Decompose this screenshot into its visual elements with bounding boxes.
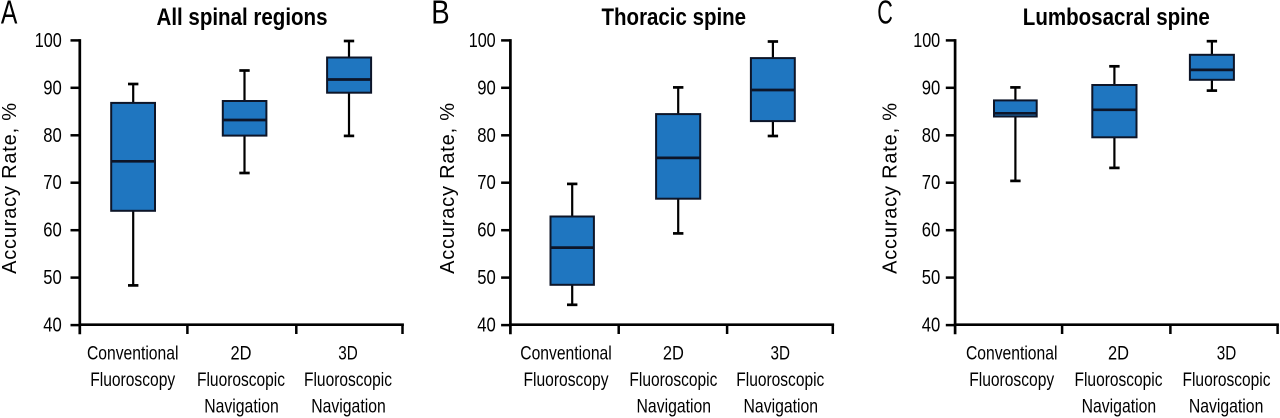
svg-text:Fluoroscopy: Fluoroscopy — [90, 369, 175, 391]
svg-text:60: 60 — [43, 220, 62, 242]
svg-text:Accuracy Rate, %: Accuracy Rate, % — [437, 103, 459, 274]
svg-text:90: 90 — [922, 77, 941, 99]
svg-text:50: 50 — [477, 267, 496, 289]
svg-text:Navigation: Navigation — [637, 396, 712, 418]
svg-text:Conventional: Conventional — [87, 343, 179, 365]
svg-text:C: C — [877, 0, 893, 31]
svg-text:70: 70 — [43, 172, 62, 194]
svg-text:Fluoroscopic: Fluoroscopic — [304, 369, 392, 391]
svg-text:B: B — [431, 0, 449, 31]
svg-text:80: 80 — [922, 125, 941, 147]
svg-text:90: 90 — [477, 77, 496, 99]
svg-text:Navigation: Navigation — [1082, 396, 1157, 418]
svg-text:40: 40 — [922, 315, 941, 337]
svg-text:Navigation: Navigation — [311, 396, 386, 418]
svg-text:Fluoroscopy: Fluoroscopy — [969, 369, 1054, 391]
svg-text:80: 80 — [477, 125, 496, 147]
svg-text:70: 70 — [922, 172, 941, 194]
svg-text:40: 40 — [477, 315, 496, 337]
svg-text:Navigation: Navigation — [204, 396, 279, 418]
svg-text:Conventional: Conventional — [966, 343, 1058, 365]
svg-text:90: 90 — [43, 77, 62, 99]
svg-text:2D: 2D — [1108, 343, 1129, 365]
svg-text:70: 70 — [477, 172, 496, 194]
svg-text:2D: 2D — [663, 343, 684, 365]
svg-text:60: 60 — [477, 220, 496, 242]
svg-text:Thoracic spine: Thoracic spine — [602, 4, 747, 31]
svg-text:Fluoroscopic: Fluoroscopic — [1183, 369, 1271, 391]
svg-text:Fluoroscopy: Fluoroscopy — [524, 369, 609, 391]
svg-text:3D: 3D — [1217, 343, 1237, 365]
svg-text:Navigation: Navigation — [1189, 396, 1264, 418]
svg-text:Navigation: Navigation — [744, 396, 819, 418]
svg-text:100: 100 — [469, 30, 496, 52]
svg-text:3D: 3D — [338, 343, 358, 365]
svg-text:80: 80 — [43, 125, 62, 147]
svg-text:60: 60 — [922, 220, 941, 242]
svg-text:Fluoroscopic: Fluoroscopic — [736, 369, 824, 391]
svg-text:Lumbosacral spine: Lumbosacral spine — [1023, 4, 1210, 31]
svg-text:Conventional: Conventional — [520, 343, 612, 365]
svg-text:Accuracy Rate, %: Accuracy Rate, % — [880, 103, 902, 274]
svg-text:3D: 3D — [771, 343, 791, 365]
svg-text:50: 50 — [43, 267, 62, 289]
svg-text:All spinal regions: All spinal regions — [157, 4, 328, 31]
svg-text:Accuracy Rate, %: Accuracy Rate, % — [0, 103, 21, 274]
svg-text:Fluoroscopic: Fluoroscopic — [629, 369, 717, 391]
svg-text:40: 40 — [43, 315, 62, 337]
svg-text:Fluoroscopic: Fluoroscopic — [1075, 369, 1163, 391]
svg-text:Fluoroscopic: Fluoroscopic — [197, 369, 285, 391]
svg-text:100: 100 — [913, 30, 940, 52]
svg-text:50: 50 — [922, 267, 941, 289]
svg-text:100: 100 — [35, 30, 62, 52]
svg-text:A: A — [1, 0, 18, 31]
svg-text:2D: 2D — [231, 343, 252, 365]
